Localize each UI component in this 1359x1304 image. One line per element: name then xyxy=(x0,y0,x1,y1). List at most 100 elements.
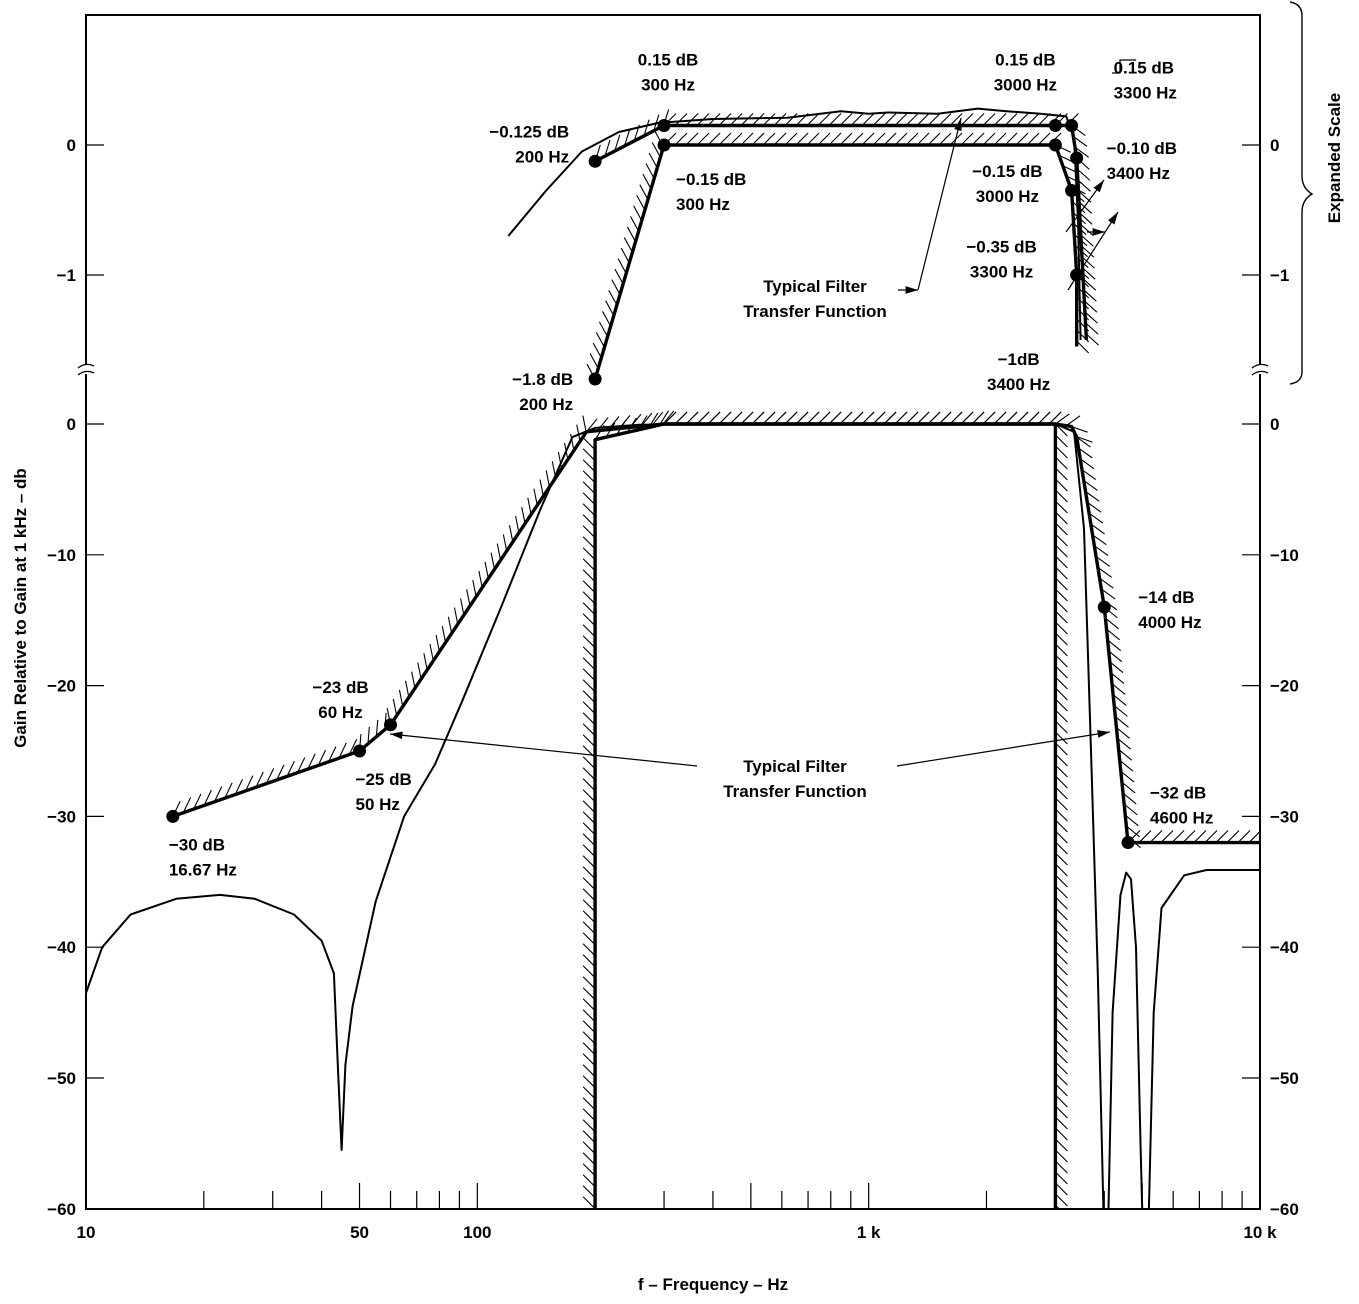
expanded-lower-limit-hatch xyxy=(916,132,930,146)
lower-limit-hatch xyxy=(1054,1105,1068,1119)
upper-limit-hatch xyxy=(490,552,495,570)
upper-limit-hatch xyxy=(245,775,254,792)
expanded-lower-limit-hatch xyxy=(602,311,612,327)
lower-limit-hatch xyxy=(582,921,596,935)
upper-limit-hatch xyxy=(1149,830,1163,843)
data-point-label: −30 dB 16.67 Hz xyxy=(169,835,237,879)
lower-limit-hatch xyxy=(960,411,974,425)
expanded-upper-limit-hatch xyxy=(971,113,985,126)
expanded-upper-limit-hatch xyxy=(883,113,897,126)
upper-limit-hatch xyxy=(338,742,347,759)
lower-limit-hatch xyxy=(1054,720,1068,734)
upper-limit-hatch xyxy=(423,653,428,671)
upper-limit-hatch xyxy=(392,698,398,716)
lower-limit-hatch xyxy=(582,756,596,770)
upper-limit-hatch xyxy=(182,797,192,814)
lower-limit-hatch xyxy=(1054,1171,1068,1185)
expanded-lower-limit-hatch xyxy=(611,279,621,295)
x-tick-label: 100 xyxy=(463,1223,491,1242)
lower-limit-hatch xyxy=(582,1196,596,1209)
lower-limit-hatch xyxy=(1054,676,1068,690)
expanded-lower-limit-hatch xyxy=(639,184,649,200)
upper-limit-hatch xyxy=(1112,694,1127,706)
upper-limit-hatch xyxy=(1101,588,1116,600)
upper-limit-hatch xyxy=(508,525,514,543)
upper-limit-hatch xyxy=(1123,803,1138,816)
upper-limit-hatch xyxy=(496,543,502,561)
upper-limit-hatch xyxy=(276,764,285,781)
upper-limit-hatch xyxy=(1076,435,1093,443)
expanded-upper-limit-hatch xyxy=(817,113,831,126)
upper-limit-hatch xyxy=(582,415,587,433)
upper-limit-hatch xyxy=(1182,830,1196,843)
lower-limit-hatch xyxy=(582,679,596,693)
lower-limit-hatch xyxy=(582,723,596,737)
expanded-upper-limit-hatch xyxy=(1082,278,1097,291)
upper-limit-hatch xyxy=(286,760,295,777)
expanded-lower-limit-hatch xyxy=(1015,132,1029,146)
upper-limit-hatch xyxy=(255,771,264,788)
lower-limit-hatch xyxy=(582,1053,596,1067)
lower-limit-hatch xyxy=(582,1174,596,1188)
lower-limit-hatch xyxy=(773,411,787,425)
lower-limit-hatch xyxy=(1054,1116,1068,1130)
expanded-lower-limit-hatch xyxy=(762,132,776,146)
upper-limit-hatch xyxy=(1116,727,1130,739)
lower-limit-hatch xyxy=(582,690,596,704)
expanded-upper-limit-hatch xyxy=(1084,311,1098,324)
expanded-upper-limit-hatch xyxy=(894,113,908,126)
lower-limit-hatch xyxy=(1054,962,1068,976)
lower-limit-hatch xyxy=(582,569,596,583)
expanded-lower-limit-hatch xyxy=(894,132,908,146)
expanded-lower-limit-hatch xyxy=(617,258,627,274)
y-tick-label-right: −40 xyxy=(1270,938,1299,957)
lower-limit-hatch xyxy=(582,470,596,484)
lower-limit-hatch xyxy=(817,411,831,425)
expanded-upper-limit-hatch xyxy=(861,113,875,126)
upper-limit-hatch xyxy=(296,757,306,773)
lower-limit-hatch xyxy=(582,976,596,990)
lower-limit-hatch xyxy=(1054,511,1068,525)
expanded-upper-limit-hatch xyxy=(1085,333,1100,346)
upper-limit-hatch xyxy=(1124,814,1139,827)
expanded-lower-limit-line xyxy=(593,143,1079,380)
upper-limit-hatch xyxy=(539,479,544,497)
expanded-lower-limit-hatch xyxy=(718,132,732,146)
expanded-data-point-marker xyxy=(1065,119,1079,132)
expanded-upper-limit-hatch xyxy=(850,113,864,126)
lower-limit-hatch xyxy=(582,1020,596,1034)
expanded-lower-limit-hatch xyxy=(605,300,615,316)
upper-limit-hatch xyxy=(1204,830,1218,843)
lower-limit-hatch xyxy=(905,411,919,425)
lower-limit-hatch xyxy=(582,591,596,605)
upper-limit-hatch xyxy=(1226,830,1240,843)
lower-limit-hatch xyxy=(582,712,596,726)
expanded-data-point-label: 0.15 dB 300 Hz xyxy=(638,51,698,95)
lower-limit-hatch xyxy=(582,855,596,869)
expanded-lower-limit-hatch xyxy=(642,173,652,190)
lower-limit-hatch xyxy=(861,411,875,425)
lower-limit-hatch xyxy=(582,580,596,594)
lower-limit-hatch xyxy=(1054,599,1068,613)
lower-limit-hatch xyxy=(949,411,963,425)
upper-limit-hatch xyxy=(527,497,532,515)
expanded-lower-limit-hatch xyxy=(636,194,646,211)
lower-limit-hatch xyxy=(582,888,596,902)
lower-limit-hatch xyxy=(1054,621,1068,635)
typical-filter-stopband-lobe xyxy=(1147,869,1260,1209)
expanded-upper-limit-hatch xyxy=(1082,267,1096,280)
expanded-lower-limit-hatch xyxy=(740,132,754,146)
expanded-lower-limit-hatch xyxy=(633,205,643,221)
expanded-lower-limit-hatch xyxy=(626,226,637,243)
annotation-leader-expanded-a-head xyxy=(905,286,918,294)
lower-limit-hatch xyxy=(1054,1061,1068,1075)
y-axis-title: Gain Relative to Gain at 1 kHz – db xyxy=(11,468,30,748)
expanded-upper-limit-hatch xyxy=(1083,289,1097,302)
expanded-upper-limit-line xyxy=(594,123,1089,341)
upper-limit-hatch xyxy=(1119,759,1134,772)
lower-limit-hatch xyxy=(582,1042,596,1056)
upper-limit-hatch xyxy=(234,779,244,795)
expanded-lower-limit-hatch xyxy=(630,216,640,232)
upper-limit-line xyxy=(172,422,1260,845)
axis-break-right xyxy=(1251,363,1269,376)
